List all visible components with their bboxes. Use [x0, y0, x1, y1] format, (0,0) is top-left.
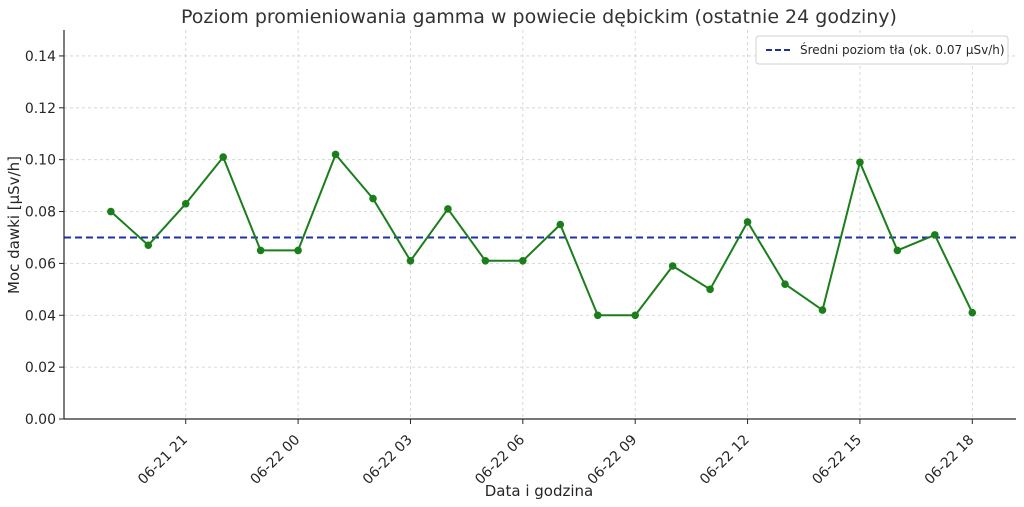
y-tick-label: 0.00 — [25, 412, 56, 428]
data-point — [369, 194, 377, 203]
data-point — [519, 257, 527, 265]
data-point — [968, 308, 977, 317]
data-point — [294, 246, 302, 255]
data-point — [107, 207, 115, 216]
y-tick-label: 0.12 — [25, 101, 56, 117]
y-tick-label: 0.02 — [25, 360, 56, 376]
data-point — [856, 158, 864, 167]
data-point — [444, 205, 452, 213]
data-point — [406, 257, 415, 265]
data-point — [256, 246, 265, 255]
y-tick-label: 0.04 — [25, 308, 56, 324]
data-point — [556, 220, 565, 229]
x-axis-title: Data i godzina — [485, 482, 593, 500]
data-point — [481, 257, 490, 265]
data-point — [818, 306, 827, 314]
chart-title: Poziom promieniowania gamma w powiecie d… — [181, 6, 897, 28]
data-point — [181, 199, 190, 208]
y-tick-label: 0.10 — [25, 153, 56, 169]
legend-box — [755, 35, 1009, 65]
y-axis-title: Moc dawki [µSv/h] — [5, 156, 23, 294]
series-layer — [107, 150, 977, 320]
y-tick-label: 0.06 — [25, 256, 56, 272]
legend: Średni poziom tła (ok. 0.07 µSv/h) — [755, 35, 1009, 65]
data-point — [668, 262, 677, 270]
data-point — [593, 311, 602, 320]
data-point — [144, 241, 153, 250]
data-point — [893, 246, 902, 255]
data-point — [743, 218, 752, 226]
axes — [59, 30, 1016, 424]
legend-label: Średni poziom tła (ok. 0.07 µSv/h) — [800, 42, 1005, 57]
data-point — [706, 285, 714, 294]
data-point — [631, 311, 639, 320]
y-tick-label: 0.14 — [25, 49, 56, 65]
data-point — [781, 280, 789, 288]
y-tick-label: 0.08 — [25, 205, 56, 221]
data-point — [219, 153, 227, 161]
series-line — [110, 153, 974, 317]
data-point — [331, 150, 340, 159]
data-point — [931, 231, 939, 239]
